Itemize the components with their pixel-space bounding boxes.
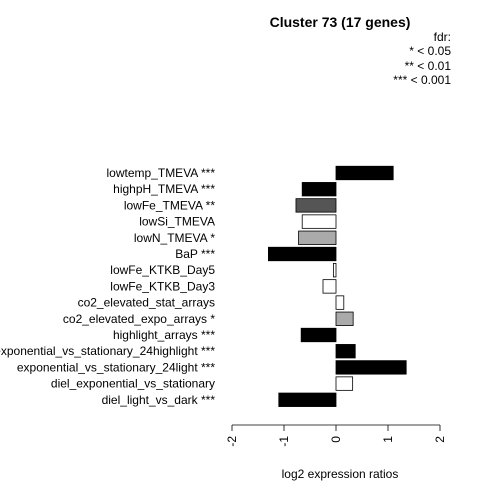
bar [335, 360, 407, 375]
bar [267, 246, 337, 262]
category-label: lowFe_KTKB_Day5 [110, 263, 215, 277]
category-label: exponential_vs_stationary_24light *** [17, 360, 215, 374]
category-label: diel_light_vs_dark *** [102, 393, 216, 407]
bar [301, 214, 337, 229]
bar [298, 230, 337, 245]
category-label: highlight_arrays *** [113, 328, 215, 342]
bar [335, 295, 345, 310]
bar [300, 327, 337, 343]
category-label: lowFe_KTKB_Day3 [110, 279, 215, 293]
category-label: lowtemp_TMEVA *** [107, 166, 216, 180]
bar [335, 165, 394, 181]
legend-entry-1: ** < 0.01 [405, 59, 452, 73]
category-label: BaP *** [175, 247, 215, 261]
category-label: exponential_vs_stationary_24highlight **… [0, 344, 215, 358]
x-tick-label: 2 [433, 436, 447, 443]
bar [332, 263, 337, 278]
legend-title: fdr: [434, 30, 451, 44]
x-axis: -2 -1 0 1 2 [225, 424, 447, 447]
category-label: co2_elevated_stat_arrays [78, 296, 215, 310]
bar [335, 376, 354, 391]
category-label: co2_elevated_expo_arrays * [63, 312, 215, 326]
category-label: lowSi_TMEVA [139, 215, 215, 229]
x-tick-label: 0 [329, 436, 343, 443]
bar [322, 279, 337, 294]
legend-entry-2: *** < 0.001 [393, 73, 451, 87]
bar [335, 344, 356, 359]
category-label: diel_exponential_vs_stationary [51, 377, 215, 391]
legend: fdr: * < 0.05 ** < 0.01 *** < 0.001 [393, 30, 451, 87]
category-labels: lowtemp_TMEVA *** highpH_TMEVA *** lowFe_T… [0, 166, 215, 407]
bar [301, 182, 337, 197]
x-tick-label: 1 [381, 436, 395, 443]
legend-entry-0: * < 0.05 [409, 44, 451, 58]
x-axis-label: log2 expression ratios [282, 467, 399, 481]
x-tick-label: -1 [277, 436, 291, 447]
category-label: lowN_TMEVA * [134, 231, 215, 245]
x-tick-label: -2 [225, 436, 239, 447]
bar [278, 392, 337, 407]
category-label: highpH_TMEVA *** [113, 182, 215, 196]
bar [335, 311, 354, 326]
bar [295, 198, 337, 213]
chart-title: Cluster 73 (17 genes) [270, 14, 411, 30]
category-label: lowFe_TMEVA ** [124, 198, 215, 212]
bars [267, 165, 407, 407]
